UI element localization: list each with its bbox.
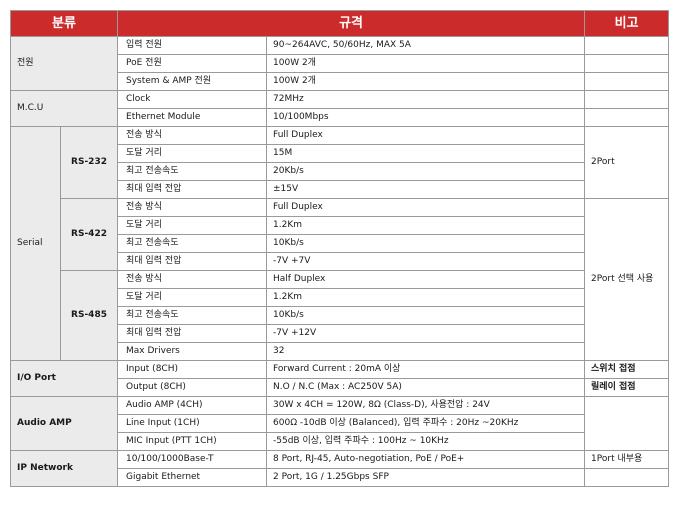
item-value: 100W 2개 [266, 72, 586, 91]
item-note [584, 468, 670, 487]
item-label: 전송 방식 [117, 198, 268, 217]
item-label: Input (8CH) [117, 360, 268, 379]
subcategory-rs422: RS-422 [59, 198, 119, 271]
table-row: 최고 전송속도 10Kb/s [11, 306, 669, 325]
item-label: 도달 거리 [117, 144, 268, 163]
table-row: 도달 거리 15M [11, 144, 669, 163]
item-label: Line Input (1CH) [117, 414, 268, 433]
table-row: RS-422 전송 방식 Full Duplex 2Port 선택 사용 [11, 198, 670, 361]
item-label: 도달 거리 [117, 288, 268, 307]
item-label: 전송 방식 [117, 270, 268, 289]
item-note [584, 36, 670, 55]
table-row: PoE 전원 100W 2개 [11, 54, 670, 73]
table-row: I/O Port Input (8CH) Forward Current : 2… [9, 360, 670, 397]
item-label: System & AMP 전원 [117, 72, 268, 91]
table-row: MIC Input (PTT 1CH) -55dB 이상, 입력 주파수 : 1… [11, 432, 669, 451]
item-value: 10/100Mbps [266, 108, 586, 127]
table-row: 최고 전송속도 20Kb/s [11, 162, 669, 181]
table-row: M.C.U Clock 72MHz [9, 90, 670, 127]
spec-table-container: 분류 규격 비고 전원 입력 전원 90~264AVC, 50/60Hz, MA… [9, 10, 670, 487]
category-audio-amp: Audio AMP [9, 396, 119, 451]
item-label: 최고 전송속도 [117, 162, 268, 181]
item-label: 최대 입력 전압 [117, 324, 268, 343]
item-label: Gigabit Ethernet [117, 468, 268, 487]
item-label: 10/100/1000Base-T [117, 450, 268, 469]
header-category: 분류 [9, 10, 119, 37]
item-value: 10Kb/s [266, 234, 586, 253]
item-label: Clock [117, 90, 268, 109]
item-label: Output (8CH) [117, 378, 268, 397]
item-value: 30W x 4CH = 120W, 8Ω (Class-D), 사용전압 : 2… [266, 396, 586, 415]
note-rs422-485: 2Port 선택 사용 [584, 198, 670, 361]
header-note: 비고 [584, 10, 670, 37]
item-note: 릴레이 접점 [584, 378, 670, 397]
item-note [584, 54, 670, 73]
table-row: Ethernet Module 10/100Mbps [11, 108, 670, 127]
item-note: 스위치 접점 [584, 360, 670, 379]
item-label: 입력 전원 [117, 36, 268, 55]
item-value: 20Kb/s [266, 162, 586, 181]
item-value: -55dB 이상, 입력 주파수 : 100Hz ~ 10KHz [266, 432, 586, 451]
category-io-port: I/O Port [9, 360, 119, 397]
header-spec: 규격 [117, 10, 586, 37]
item-label: 최고 전송속도 [117, 306, 268, 325]
item-value: 32 [266, 342, 586, 361]
item-note [584, 108, 670, 127]
table-header-row: 분류 규격 비고 [9, 10, 670, 37]
category-ip-network: IP Network [9, 450, 119, 487]
subcategory-rs232: RS-232 [59, 126, 119, 199]
table-row: 전원 입력 전원 90~264AVC, 50/60Hz, MAX 5A [9, 36, 670, 91]
item-value: Half Duplex [266, 270, 586, 289]
item-value: -7V +7V [266, 252, 586, 271]
item-value: Full Duplex [266, 126, 586, 145]
item-label: 도달 거리 [117, 216, 268, 235]
item-label: MIC Input (PTT 1CH) [117, 432, 268, 451]
table-row: 최대 입력 전압 ±15V [11, 180, 669, 199]
item-value: -7V +12V [266, 324, 586, 343]
item-note [584, 72, 670, 91]
item-value: 1.2Km [266, 216, 586, 235]
item-value: 15M [266, 144, 586, 163]
item-label: 최대 입력 전압 [117, 180, 268, 199]
item-label: Ethernet Module [117, 108, 268, 127]
subcategory-rs485: RS-485 [59, 270, 119, 361]
table-row: RS-485 전송 방식 Half Duplex [11, 270, 669, 361]
item-note [584, 90, 670, 109]
item-value: ±15V [266, 180, 586, 199]
item-value: 72MHz [266, 90, 586, 109]
item-value: 1.2Km [266, 288, 586, 307]
table-row: IP Network 10/100/1000Base-T 8 Port, RJ-… [9, 450, 670, 487]
table-row: Gigabit Ethernet 2 Port, 1G / 1.25Gbps S… [11, 468, 670, 487]
item-value: 8 Port, RJ-45, Auto-negotiation, PoE / P… [266, 450, 586, 469]
table-row: Serial RS-232 전송 방식 Full Duplex 2Port [10, 126, 670, 361]
item-label: PoE 전원 [117, 54, 268, 73]
table-row: 최대 입력 전압 -7V +7V [11, 252, 669, 271]
item-value: Forward Current : 20mA 이상 [266, 360, 586, 379]
table-row: Line Input (1CH) 600Ω -10dB 이상 (Balanced… [11, 414, 669, 433]
item-value: Full Duplex [266, 198, 586, 217]
category-power: 전원 [9, 36, 119, 91]
table-row: Audio AMP Audio AMP (4CH) 30W x 4CH = 12… [9, 396, 670, 451]
note-audio-amp [584, 396, 670, 451]
item-value: 10Kb/s [266, 306, 586, 325]
item-value: N.O / N.C (Max : AC250V 5A) [266, 378, 586, 397]
category-mcu: M.C.U [9, 90, 119, 127]
category-serial: Serial [10, 126, 61, 361]
item-value: 2 Port, 1G / 1.25Gbps SFP [266, 468, 586, 487]
item-value: 90~264AVC, 50/60Hz, MAX 5A [266, 36, 586, 55]
item-value: 600Ω -10dB 이상 (Balanced), 입력 주파수 : 20Hz … [266, 414, 586, 433]
item-note: 1Port 내부용 [584, 450, 670, 469]
item-value: 100W 2개 [266, 54, 586, 73]
item-label: Audio AMP (4CH) [117, 396, 268, 415]
table-row: 도달 거리 1.2Km [11, 216, 669, 235]
item-label: 최고 전송속도 [117, 234, 268, 253]
item-label: 최대 입력 전압 [117, 252, 268, 271]
spec-table: 분류 규격 비고 전원 입력 전원 90~264AVC, 50/60Hz, MA… [9, 10, 670, 487]
item-label: Max Drivers [117, 342, 268, 361]
note-rs232: 2Port [584, 126, 670, 199]
table-row: Max Drivers 32 [11, 342, 669, 361]
item-label: 전송 방식 [117, 126, 268, 145]
